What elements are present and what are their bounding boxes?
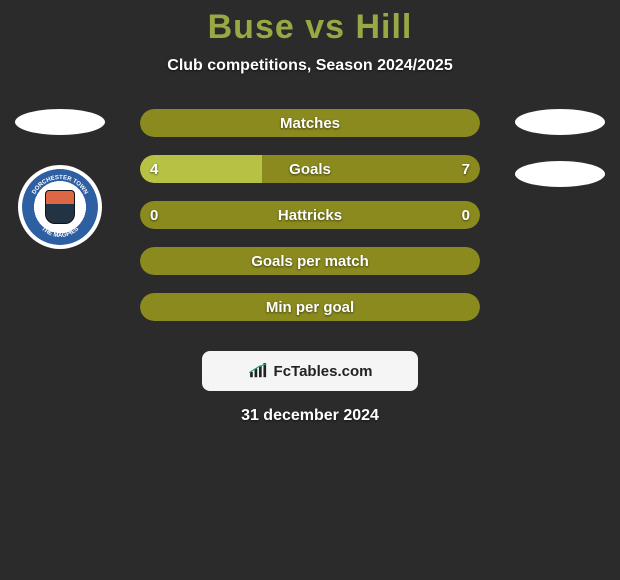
bar-chart-icon — [248, 363, 270, 379]
stat-bar-row: Min per goal — [140, 293, 480, 321]
footer-brand-text: FcTables.com — [274, 363, 373, 380]
player-left-avatar-placeholder — [15, 109, 105, 135]
crest-top-text: DORCHESTER TOWN — [31, 175, 88, 196]
crest-bottom-text: THE MAGPIES — [40, 226, 80, 239]
stat-bar-row: 47Goals — [140, 155, 480, 183]
footer-brand-card[interactable]: FcTables.com — [202, 351, 418, 391]
crest-ring-svg: DORCHESTER TOWN THE MAGPIES — [22, 169, 98, 245]
svg-text:DORCHESTER TOWN: DORCHESTER TOWN — [31, 175, 88, 196]
date-label: 31 december 2024 — [0, 407, 620, 425]
stat-bar-row: 00Hattricks — [140, 201, 480, 229]
player-right-club-placeholder — [515, 161, 605, 187]
stat-bar-label: Min per goal — [140, 293, 480, 321]
stat-bar-row: Goals per match — [140, 247, 480, 275]
stat-bar-label: Hattricks — [140, 201, 480, 229]
stat-bar-label: Matches — [140, 109, 480, 137]
comparison-area: DORCHESTER TOWN THE MAGPIES Matches 47Goa… — [0, 95, 620, 345]
stat-bar-row: Matches — [140, 109, 480, 137]
stat-bars: Matches 47Goals 00Hattricks Goals per match… — [140, 109, 480, 339]
stat-bar-label: Goals per match — [140, 247, 480, 275]
page-title: Buse vs Hill — [0, 0, 620, 47]
player-right-avatar-placeholder — [515, 109, 605, 135]
subtitle: Club competitions, Season 2024/2025 — [0, 57, 620, 75]
svg-text:THE MAGPIES: THE MAGPIES — [40, 226, 80, 239]
player-left-club-crest: DORCHESTER TOWN THE MAGPIES — [18, 165, 102, 249]
stat-bar-label: Goals — [140, 155, 480, 183]
